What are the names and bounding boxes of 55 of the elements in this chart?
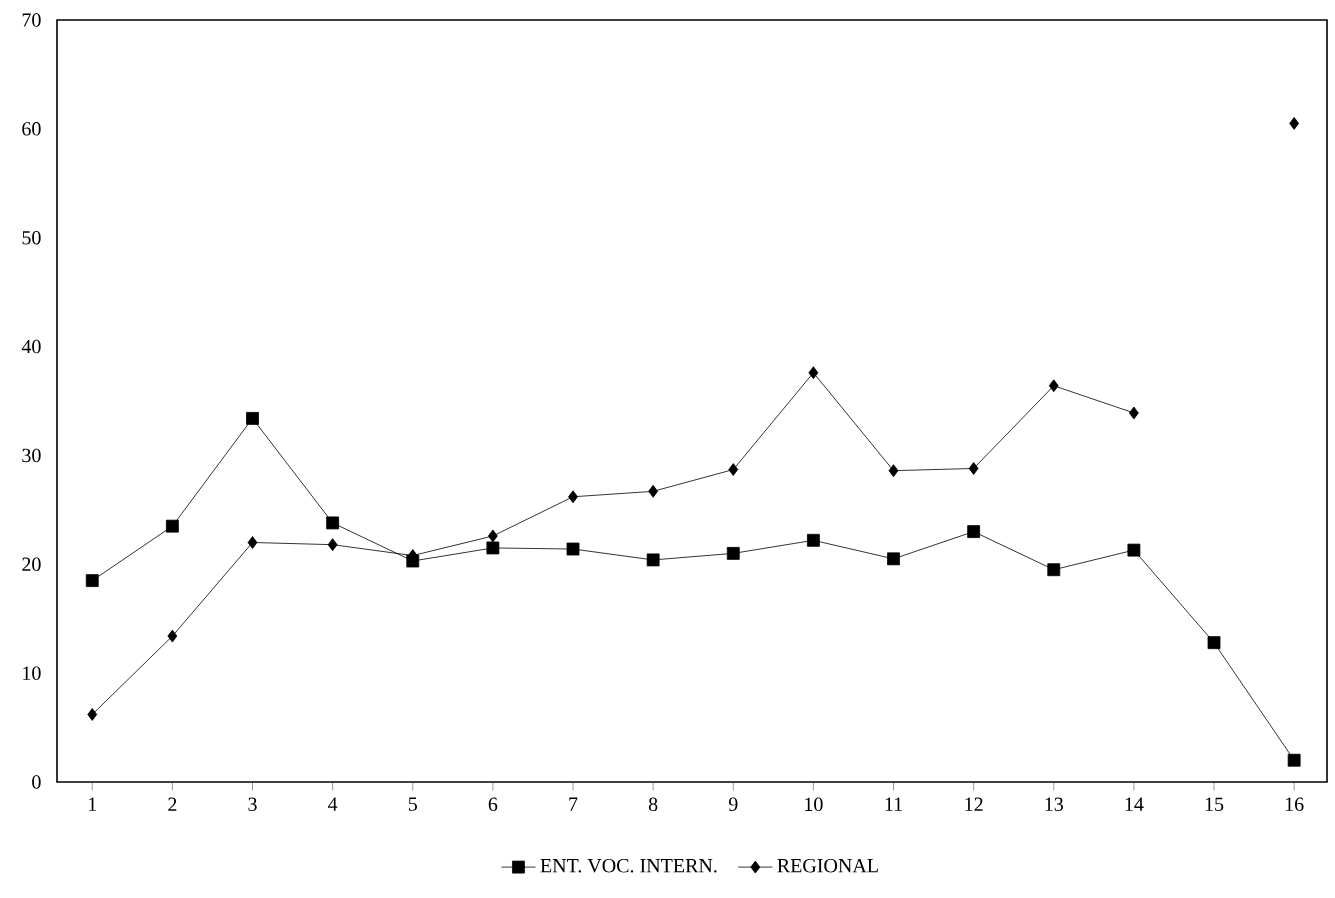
point <box>968 462 979 475</box>
point <box>728 463 739 476</box>
y-tick-label: 60 <box>22 122 41 136</box>
x-tick-label: 16 <box>1285 797 1304 812</box>
point <box>568 490 578 504</box>
y-tick-label: 50 <box>22 230 41 245</box>
y-tick-label: 20 <box>22 557 41 572</box>
x-tick-label: 8 <box>648 797 658 812</box>
point <box>327 538 338 552</box>
x-tick-label: 12 <box>965 797 983 811</box>
y-tick-label: 30 <box>22 448 41 463</box>
x-tick-label: 10 <box>805 797 823 812</box>
x-tick-label: 13 <box>1045 797 1063 812</box>
point <box>1127 543 1141 557</box>
x-tick-label: 6 <box>488 797 498 812</box>
x-tick-label: 5 <box>408 797 417 811</box>
point <box>486 541 500 555</box>
point <box>326 516 340 530</box>
point <box>646 553 660 567</box>
legend-label: REGIONAL <box>777 858 878 873</box>
y-tick-label: 40 <box>21 339 41 354</box>
point <box>1207 636 1221 650</box>
y-tick-label: 70 <box>22 13 41 27</box>
point <box>806 533 820 547</box>
legend-label: ENT. VOC. INTERN. <box>540 858 717 873</box>
y-tick-label: 0 <box>32 775 41 789</box>
point <box>888 464 899 478</box>
point <box>487 529 498 543</box>
point <box>85 574 99 587</box>
y-tick-label: 10 <box>23 666 41 680</box>
point <box>566 542 580 556</box>
point <box>1047 563 1061 577</box>
point <box>1287 753 1301 767</box>
point <box>726 546 740 560</box>
point <box>1048 379 1059 393</box>
x-tick-label: 15 <box>1205 797 1224 811</box>
point <box>87 708 98 721</box>
point <box>808 366 819 380</box>
point <box>648 484 659 498</box>
point <box>246 412 259 425</box>
point <box>247 536 258 549</box>
point <box>1129 406 1139 420</box>
point <box>167 629 178 643</box>
point <box>1289 117 1300 130</box>
x-tick-label: 3 <box>248 797 257 812</box>
x-tick-label: 9 <box>728 797 738 812</box>
x-tick-label: 1 <box>89 797 97 811</box>
point <box>165 519 179 533</box>
point <box>967 525 981 539</box>
x-tick-label: 11 <box>885 797 902 811</box>
x-tick-label: 7 <box>569 797 578 811</box>
point <box>887 552 900 566</box>
x-tick-label: 4 <box>328 797 338 811</box>
x-tick-label: 2 <box>168 797 177 811</box>
x-tick-label: 14 <box>1125 797 1144 811</box>
